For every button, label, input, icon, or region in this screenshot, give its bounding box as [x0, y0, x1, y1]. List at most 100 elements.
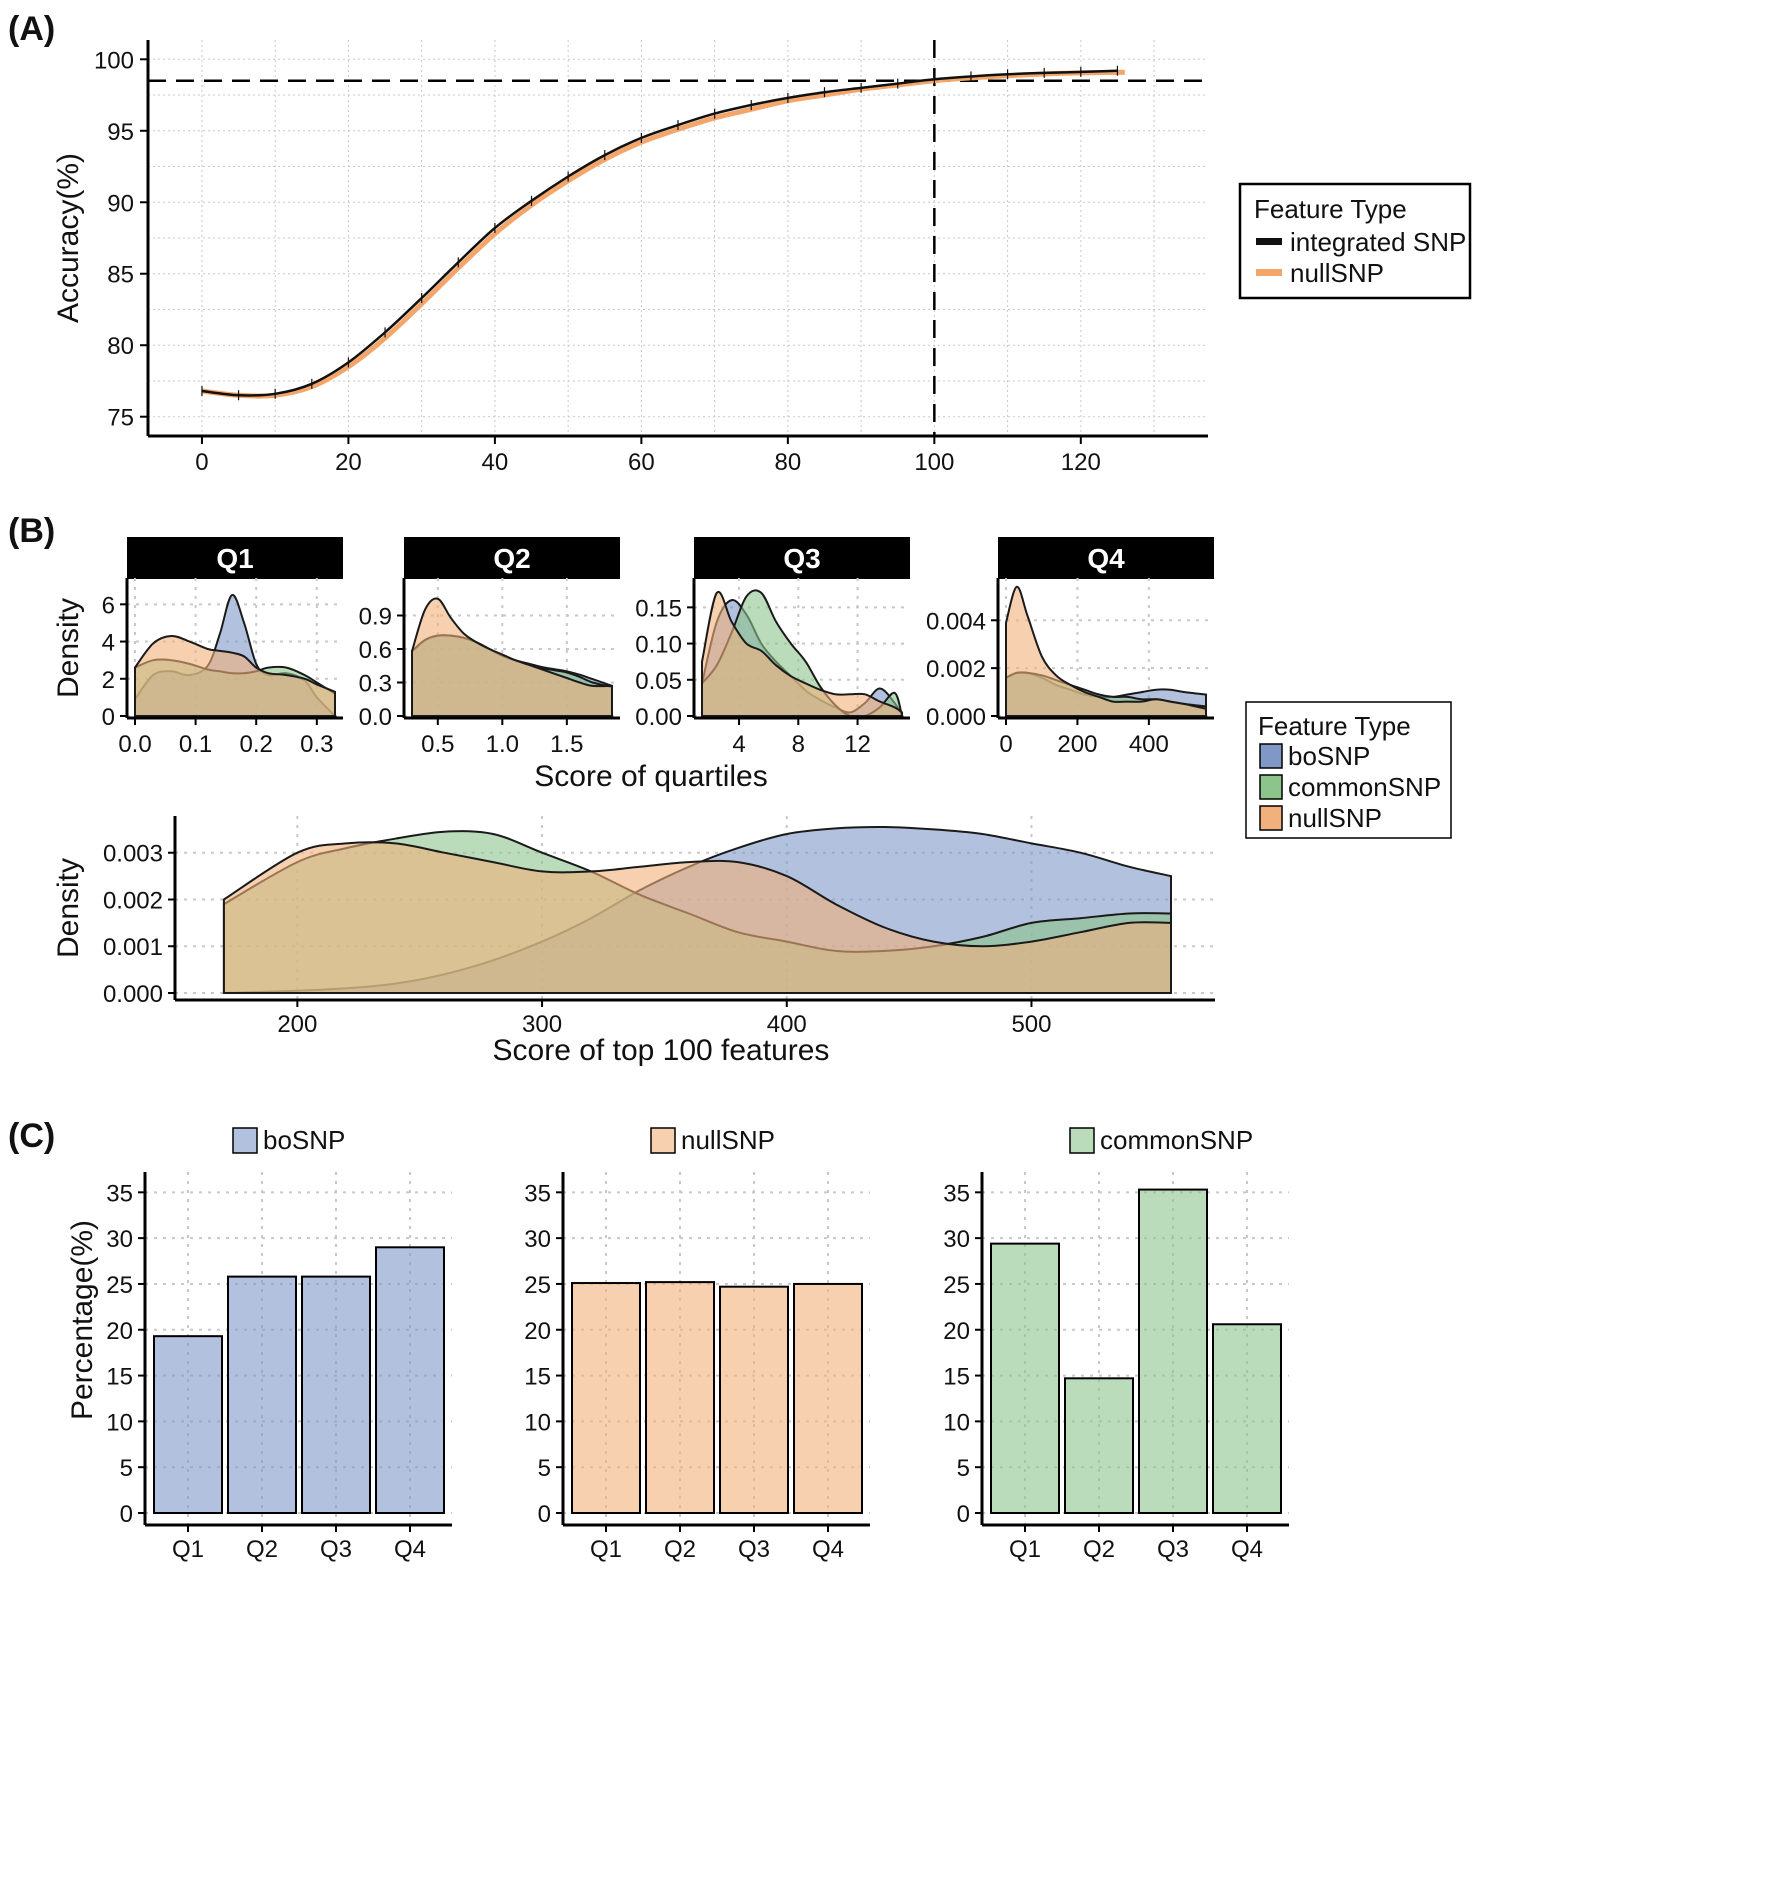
- panel-label: (C): [8, 1117, 55, 1155]
- y-tick-label: 20: [943, 1318, 970, 1345]
- x-tick-label: 1.0: [486, 731, 519, 758]
- y-tick-label: 0.00: [635, 704, 682, 731]
- y-tick-label: 0.6: [359, 637, 392, 664]
- bar-bosnp-q3: [301, 1275, 371, 1514]
- x-tick-label: 0.3: [300, 731, 333, 758]
- legend-label: commonSNP: [1100, 1125, 1253, 1155]
- panel-label: (B): [8, 512, 55, 550]
- bar-chart-nullsnp: Q1 Q2 Q3 Q4 0 5 10 15 20 25 30 35 nullSNP: [524, 1125, 870, 1563]
- y-tick-label: 5: [957, 1455, 970, 1482]
- panel-a: (A) 0 20 40 60 80 100 120 75 80 85 90 95 100 Accuracy(…: [8, 10, 1472, 476]
- x-tick-label: 40: [482, 449, 509, 476]
- facet-q1: Q1 0.0 0.1 0.2 0.3 0 2 4 6: [102, 537, 343, 758]
- y-axis-title: Density: [52, 598, 85, 698]
- bar-nullsnp-q3: [719, 1285, 789, 1514]
- x-tick-label: 4: [732, 731, 745, 758]
- bar-nullsnp-q2: [645, 1281, 715, 1515]
- y-tick-label: 100: [94, 47, 134, 74]
- panel-c: (C) Q1 Q2 Q3 Q4 0 5 10 15 20 25 30 35 boSNP Q1 Q2 Q3 Q4 0 5…: [8, 1117, 1289, 1563]
- x-tick-label: 80: [775, 449, 802, 476]
- x-tick-label: Q4: [394, 1536, 426, 1563]
- legend-label: boSNP: [263, 1125, 345, 1155]
- y-tick-label: 6: [102, 592, 115, 619]
- legend-label: nullSNP: [1290, 258, 1384, 288]
- x-tick-label: Q4: [812, 1536, 844, 1563]
- legend-swatch: [1256, 238, 1282, 245]
- facet-strip-label: Q4: [1087, 543, 1125, 574]
- facet-strip-label: Q1: [216, 543, 253, 574]
- y-tick-label: 0.000: [103, 981, 163, 1008]
- x-tick-label: Q3: [1157, 1536, 1189, 1563]
- x-axis-title: Score of top 100 features: [493, 1034, 830, 1067]
- density-area-nullsnp: [222, 841, 1172, 994]
- x-tick-label: Q4: [1231, 1536, 1263, 1563]
- facet-strip-label: Q3: [783, 543, 820, 574]
- y-axis-title: Density: [52, 858, 85, 958]
- y-tick-label: 0.0: [359, 704, 392, 731]
- x-tick-label: 200: [277, 1011, 317, 1038]
- y-tick-label: 15: [943, 1364, 970, 1391]
- facet-strip: [404, 537, 620, 579]
- x-tick-label: 12: [844, 731, 871, 758]
- legend-label: nullSNP: [1288, 803, 1382, 833]
- y-tick-label: 95: [107, 119, 134, 146]
- legend-label: nullSNP: [681, 1125, 775, 1155]
- y-tick-label: 0.001: [103, 934, 163, 961]
- x-tick-label: 400: [1129, 731, 1169, 758]
- y-tick-label: 75: [107, 405, 134, 432]
- y-tick-label: 0.003: [103, 841, 163, 868]
- series-line-nullsnp: [201, 69, 1125, 399]
- density-area-nullsnp: [411, 597, 613, 717]
- x-tick-label: 8: [792, 731, 805, 758]
- legend-label: boSNP: [1288, 741, 1370, 771]
- y-tick-label: 0.15: [635, 595, 682, 622]
- x-tick-label: 0: [195, 449, 208, 476]
- panel-b: (B) Q1 0.0 0.1 0.2 0.3 0 2 4 6 Q2 0.5 1.0 1.5 0.0 0.3 0.…: [8, 512, 1452, 1067]
- bar-bosnp-q2: [227, 1275, 297, 1514]
- y-tick-label: 20: [524, 1318, 551, 1345]
- x-tick-label: 0.5: [421, 731, 454, 758]
- bar-commonsnp-q2: [1064, 1377, 1134, 1514]
- x-tick-label: 0: [999, 731, 1012, 758]
- x-tick-label: 20: [335, 449, 362, 476]
- x-tick-label: 500: [1011, 1011, 1051, 1038]
- y-tick-label: 4: [102, 630, 115, 657]
- y-tick-label: 0.000: [926, 704, 986, 731]
- x-tick-label: 120: [1061, 449, 1101, 476]
- x-tick-label: Q2: [1083, 1536, 1115, 1563]
- series-line-integrated-snp: [201, 69, 1118, 397]
- y-tick-label: 10: [106, 1409, 133, 1436]
- y-tick-label: 0: [120, 1501, 133, 1528]
- y-tick-label: 80: [107, 333, 134, 360]
- bar-chart-commonsnp: Q1 Q2 Q3 Q4 0 5 10 15 20 25 30 35 commonSNP: [943, 1125, 1289, 1563]
- facet-q2: Q2 0.5 1.0 1.5 0.0 0.3 0.6 0.9: [359, 537, 620, 758]
- x-tick-label: 0.1: [179, 731, 212, 758]
- bar-bosnp-q4: [375, 1246, 445, 1514]
- y-tick-label: 5: [120, 1455, 133, 1482]
- x-tick-label: 60: [628, 449, 655, 476]
- bar-commonsnp-q3: [1138, 1188, 1208, 1514]
- y-tick-label: 2: [102, 667, 115, 694]
- bar-bosnp-q1: [153, 1335, 223, 1515]
- y-tick-label: 90: [107, 190, 134, 217]
- x-tick-label: Q3: [738, 1536, 770, 1563]
- y-axis-title: Accuracy(%): [52, 153, 85, 323]
- y-tick-label: 35: [524, 1180, 551, 1207]
- y-tick-label: 30: [943, 1226, 970, 1253]
- bar-commonsnp-q1: [990, 1242, 1060, 1514]
- legend-swatch: [1259, 743, 1283, 769]
- x-tick-label: 200: [1057, 731, 1097, 758]
- x-axis-title: Score of quartiles: [534, 760, 767, 793]
- y-tick-label: 0.3: [359, 671, 392, 698]
- y-tick-label: 0: [538, 1501, 551, 1528]
- y-tick-label: 10: [524, 1409, 551, 1436]
- y-tick-label: 0.05: [635, 668, 682, 695]
- legend-swatch: [1259, 774, 1283, 800]
- legend-swatch: [1259, 805, 1283, 831]
- legend-swatch: [650, 1127, 676, 1154]
- x-tick-label: 300: [522, 1011, 562, 1038]
- x-tick-label: Q1: [590, 1536, 622, 1563]
- bar-commonsnp-q4: [1212, 1323, 1282, 1514]
- y-tick-label: 35: [106, 1180, 133, 1207]
- x-tick-label: 400: [767, 1011, 807, 1038]
